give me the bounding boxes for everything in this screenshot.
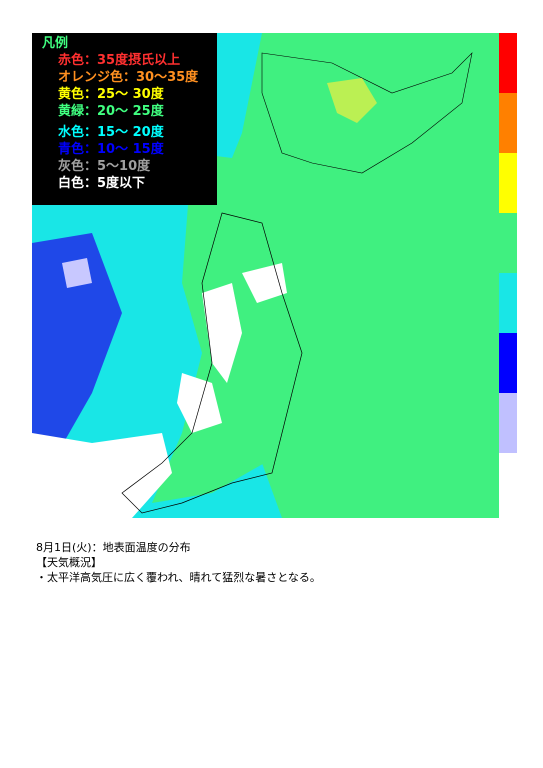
legend-item: 赤色：35度摂氏以上 [58,53,181,68]
legend-title: 凡例 [42,36,69,51]
caption-line: ・太平洋高気圧に広く覆われ、晴れて猛烈な暑さとなる。 [36,571,321,584]
legend-item: 黄色：25～ 30度 [58,87,164,102]
caption: 8月1日(火)：地表面温度の分布 【天気概況】 ・太平洋高気圧に広く覆われ、晴れ… [36,540,321,585]
legend-item: オレンジ色：30～35度 [58,70,199,85]
color-bar-segment [499,393,517,453]
color-bar-segment [499,333,517,393]
color-bar-segment [499,33,517,93]
warm-patch [327,78,377,123]
temperature-map [32,33,499,518]
color-bar-segment [499,153,517,213]
mountain-snow [32,433,172,518]
color-bar-segment [499,273,517,333]
legend-item: 青色：10～ 15度 [58,142,164,157]
coastline [121,212,303,514]
cold-patch [62,258,92,288]
legend-item: 水色：15～ 20度 [58,125,164,140]
caption-line: 【天気概況】 [36,556,102,569]
caption-line: 8月1日(火)：地表面温度の分布 [36,541,191,554]
cool-patch [32,233,122,473]
mountain-snow [202,283,242,383]
legend-item: 白色：5度以下 [58,176,146,191]
color-bar-segment [499,213,517,273]
legend: 凡例 赤色：35度摂氏以上オレンジ色：30～35度 黄色：25～ 30度 黄緑：20… [32,33,217,205]
mountain-snow [177,373,222,433]
color-bar [499,33,517,453]
mountain-snow [242,263,287,303]
legend-item: 灰色：5～10度 [58,159,151,174]
legend-item: 黄緑：20～ 25度 [58,104,164,119]
color-bar-segment [499,93,517,153]
